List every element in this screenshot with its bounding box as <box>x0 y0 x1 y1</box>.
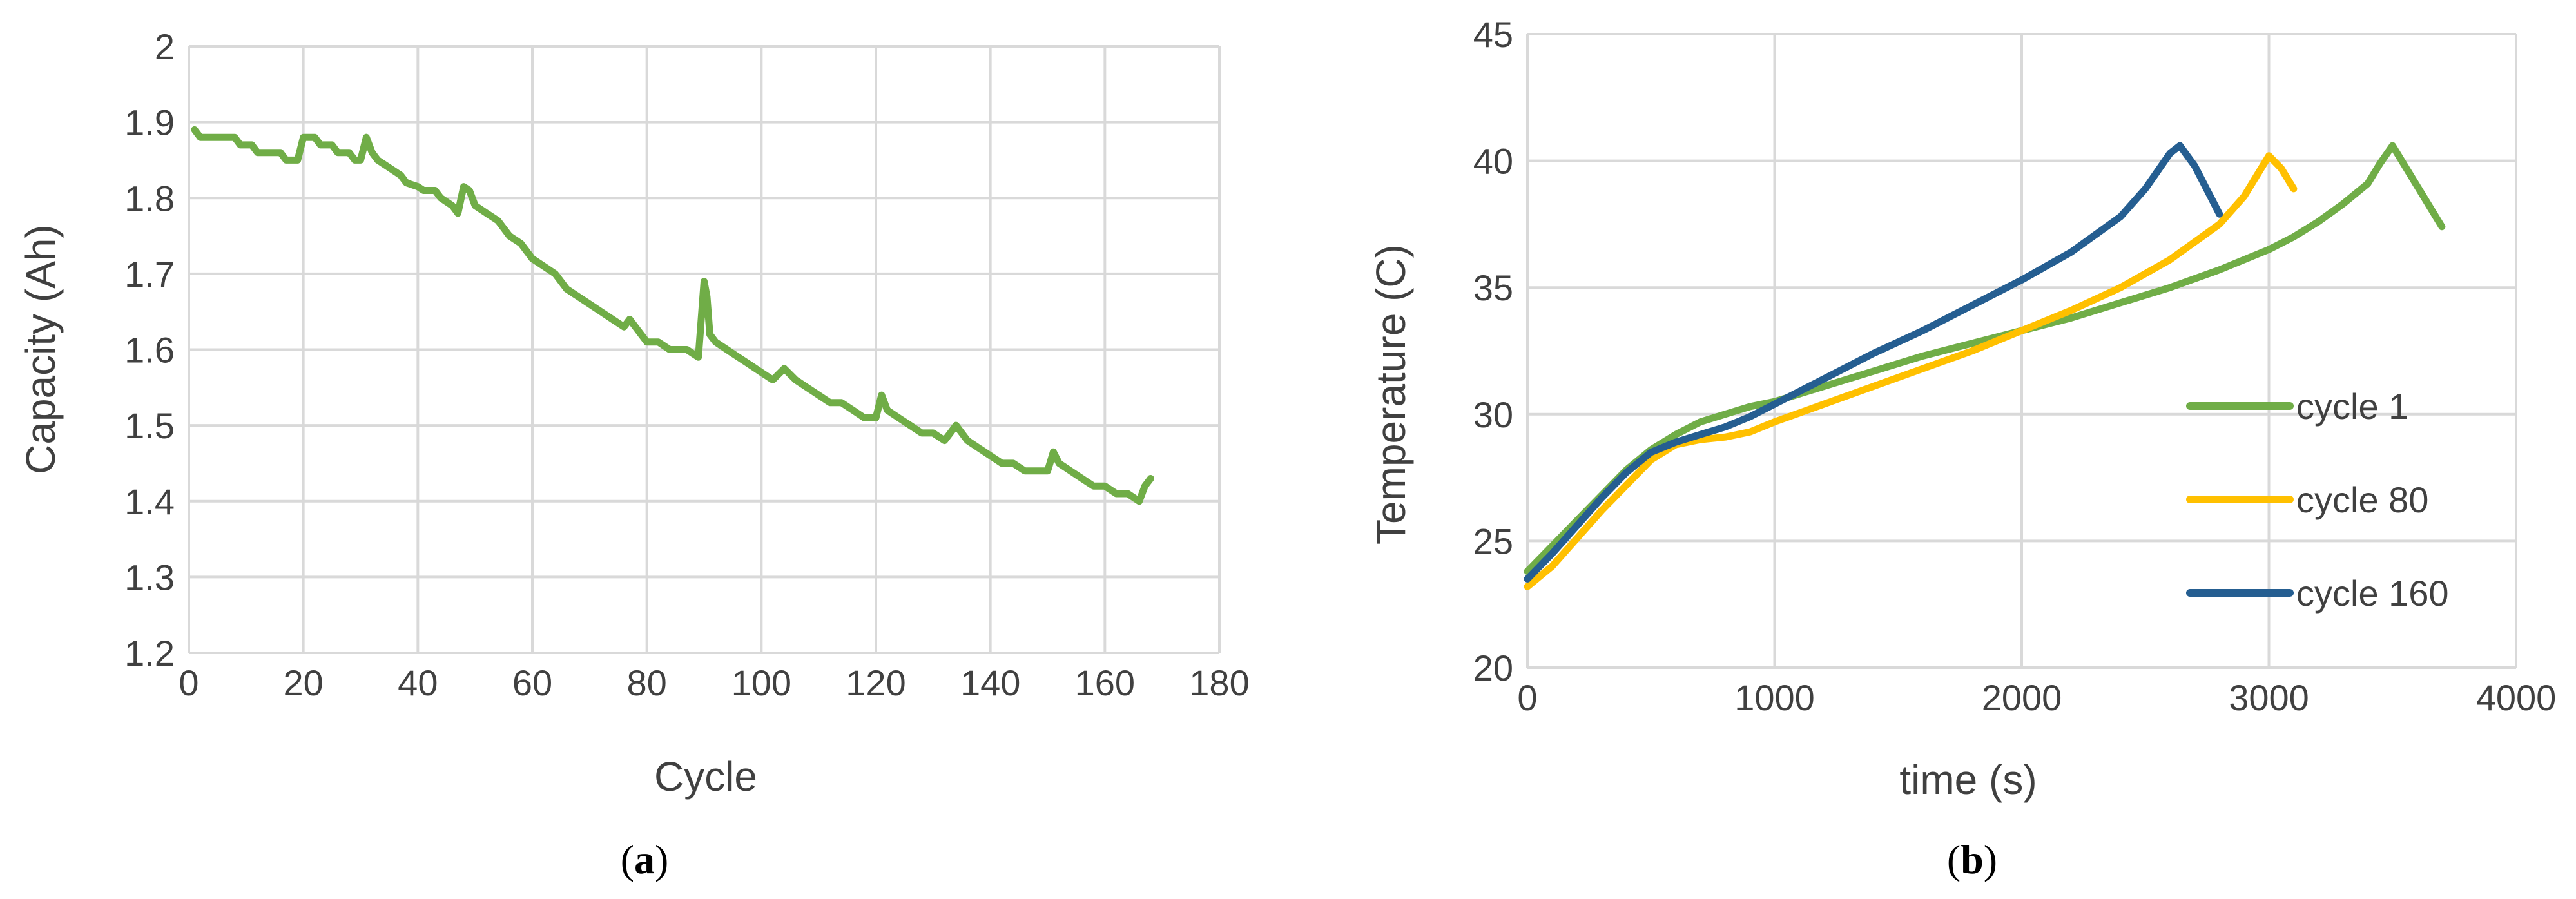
temperature-chart-x-tick-label: 1000 <box>1734 677 1815 718</box>
temperature-chart-series-cycle-80 <box>1524 152 2298 590</box>
temperature-chart-legend-label: cycle 1 <box>2296 386 2408 427</box>
capacity-chart-series <box>191 126 1154 505</box>
capacity-chart-caption: (a) <box>621 836 669 882</box>
capacity-chart-x-tick-label: 20 <box>284 662 324 703</box>
capacity-chart-y-tick-label: 1.9 <box>124 102 175 143</box>
capacity-chart-x-ticks: 0 20 40 60 80 100 120 140 160 180 <box>179 662 1249 703</box>
temperature-chart-legend: cycle 1 cycle 80 cycle 160 <box>2186 386 2449 614</box>
capacity-chart-x-tick-label: 0 <box>179 662 199 703</box>
temperature-chart-x-ticks: 0 1000 2000 3000 4000 <box>1517 677 2556 718</box>
temperature-chart-y-axis-label: Temperature (C) <box>1368 244 1414 545</box>
capacity-chart-y-tick-label: 1.7 <box>124 254 175 295</box>
capacity-chart-y-tick-label: 1.2 <box>124 633 175 673</box>
capacity-chart-y-tick-label: 1.5 <box>124 405 175 446</box>
temperature-chart-legend-label: cycle 80 <box>2296 479 2428 520</box>
capacity-chart-gridlines <box>188 45 1221 654</box>
temperature-chart-gridlines <box>1526 33 2517 669</box>
capacity-chart-x-axis-label: Cycle <box>654 753 757 800</box>
temperature-chart-x-tick-label: 4000 <box>2476 677 2557 718</box>
capacity-chart-x-tick-label: 60 <box>512 662 552 703</box>
capacity-chart-y-tick-label: 2 <box>155 26 175 67</box>
capacity-chart-y-tick-label: 1.8 <box>124 178 175 218</box>
temperature-chart-y-ticks: 20 25 30 35 40 45 <box>1473 14 1513 688</box>
capacity-chart-x-tick-label: 120 <box>846 662 905 703</box>
capacity-chart-series-line <box>191 126 1154 505</box>
temperature-chart-series <box>1524 142 2446 590</box>
temperature-chart-y-tick-label: 35 <box>1473 267 1513 308</box>
temperature-chart-y-tick-label: 30 <box>1473 394 1513 435</box>
temperature-chart-y-tick-label: 20 <box>1473 648 1513 688</box>
capacity-chart-y-ticks: 1.2 1.3 1.4 1.5 1.6 1.7 1.8 1.9 2 <box>124 26 175 673</box>
temperature-chart-caption: (b) <box>1947 836 1997 882</box>
capacity-chart-caption-letter: a <box>634 836 655 882</box>
capacity-chart-x-tick-label: 100 <box>731 662 791 703</box>
capacity-chart-x-tick-label: 180 <box>1189 662 1249 703</box>
temperature-chart-x-axis-label: time (s) <box>1899 757 2037 803</box>
temperature-chart-legend-label: cycle 160 <box>2296 573 2449 614</box>
capacity-chart-y-tick-label: 1.6 <box>124 330 175 371</box>
capacity-chart-x-tick-label: 160 <box>1075 662 1135 703</box>
temperature-chart-series-cycle-160 <box>1524 142 2223 583</box>
temperature-chart-caption-letter: b <box>1961 836 1984 882</box>
temperature-chart-y-tick-label: 45 <box>1473 14 1513 55</box>
temperature-chart-y-tick-label: 40 <box>1473 141 1513 182</box>
temperature-chart-x-tick-label: 0 <box>1517 677 1537 718</box>
capacity-chart-x-tick-label: 140 <box>960 662 1020 703</box>
capacity-chart-y-tick-label: 1.4 <box>124 481 175 522</box>
temperature-chart-x-tick-label: 2000 <box>1982 677 2062 718</box>
capacity-chart-y-axis-label: Capacity (Ah) <box>17 224 64 474</box>
temperature-chart-x-tick-label: 3000 <box>2229 677 2309 718</box>
capacity-chart-x-tick-label: 40 <box>398 662 438 703</box>
capacity-chart-y-tick-label: 1.3 <box>124 557 175 597</box>
capacity-chart-x-tick-label: 80 <box>627 662 667 703</box>
temperature-chart-y-tick-label: 25 <box>1473 521 1513 561</box>
capacity-chart: 0 20 40 60 80 100 120 140 160 180 1.2 1.3 1.4 1.5 1.6… <box>17 26 1250 882</box>
